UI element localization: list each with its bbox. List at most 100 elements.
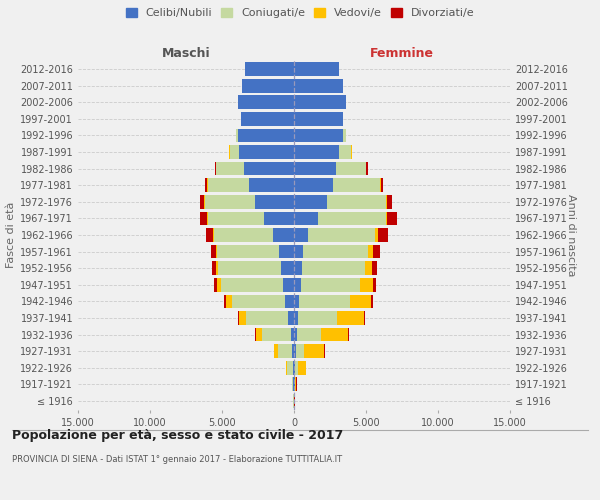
Bar	[238, 311, 239, 324]
Bar	[302, 262, 365, 275]
Bar	[278, 344, 292, 358]
Bar	[364, 311, 365, 324]
Bar	[242, 79, 294, 92]
Bar	[245, 62, 294, 76]
Bar	[381, 178, 383, 192]
Bar	[351, 146, 352, 159]
Bar	[294, 128, 343, 142]
Bar	[373, 245, 380, 258]
Bar	[387, 195, 392, 208]
Bar	[273, 228, 294, 242]
Bar	[365, 262, 372, 275]
Bar	[211, 245, 215, 258]
Bar	[205, 195, 255, 208]
Bar	[216, 262, 218, 275]
Bar	[244, 162, 294, 175]
Bar	[304, 344, 325, 358]
Bar	[212, 262, 216, 275]
Bar	[206, 228, 213, 242]
Bar	[281, 262, 294, 275]
Bar	[296, 344, 304, 358]
Bar	[213, 228, 214, 242]
Bar	[368, 245, 373, 258]
Bar	[262, 328, 290, 342]
Bar	[378, 228, 388, 242]
Bar	[226, 294, 232, 308]
Bar	[294, 178, 333, 192]
Bar	[295, 361, 298, 374]
Bar	[292, 378, 293, 391]
Bar	[304, 245, 368, 258]
Bar	[286, 361, 287, 374]
Bar	[294, 278, 301, 291]
Bar	[283, 278, 294, 291]
Bar	[298, 311, 337, 324]
Bar	[293, 361, 294, 374]
Bar	[215, 245, 217, 258]
Bar	[372, 262, 377, 275]
Bar	[359, 278, 373, 291]
Bar	[294, 262, 302, 275]
Bar	[294, 294, 299, 308]
Bar	[224, 294, 226, 308]
Bar	[343, 128, 346, 142]
Bar	[294, 79, 343, 92]
Bar	[221, 278, 283, 291]
Bar	[288, 311, 294, 324]
Bar	[214, 278, 217, 291]
Bar	[279, 245, 294, 258]
Bar	[336, 162, 366, 175]
Bar	[230, 146, 239, 159]
Bar	[216, 162, 244, 175]
Text: PROVINCIA DI SIENA - Dati ISTAT 1° gennaio 2017 - Elaborazione TUTTITALIA.IT: PROVINCIA DI SIENA - Dati ISTAT 1° genna…	[12, 455, 342, 464]
Bar	[319, 212, 386, 225]
Bar	[238, 128, 294, 142]
Bar	[246, 311, 288, 324]
Bar	[386, 212, 388, 225]
Bar	[388, 212, 397, 225]
Bar	[294, 146, 338, 159]
Bar	[386, 195, 387, 208]
Bar	[292, 344, 294, 358]
Bar	[241, 112, 294, 126]
Bar	[333, 178, 380, 192]
Bar	[205, 178, 208, 192]
Bar	[294, 162, 336, 175]
Bar	[350, 294, 371, 308]
Bar	[299, 294, 350, 308]
Bar	[376, 228, 378, 242]
Bar	[287, 361, 293, 374]
Bar	[296, 328, 321, 342]
Bar	[373, 278, 376, 291]
Bar	[239, 146, 294, 159]
Bar	[236, 128, 238, 142]
Bar	[217, 245, 279, 258]
Bar	[294, 212, 319, 225]
Bar	[294, 62, 338, 76]
Text: Maschi: Maschi	[161, 47, 211, 60]
Bar	[286, 294, 294, 308]
Bar	[294, 311, 298, 324]
Bar	[232, 294, 286, 308]
Bar	[208, 178, 250, 192]
Bar	[293, 378, 294, 391]
Bar	[294, 245, 304, 258]
Bar	[337, 311, 364, 324]
Bar	[366, 162, 368, 175]
Bar	[218, 262, 281, 275]
Bar	[274, 344, 278, 358]
Text: Femmine: Femmine	[370, 47, 434, 60]
Bar	[294, 228, 308, 242]
Bar	[294, 96, 346, 109]
Bar	[255, 195, 294, 208]
Legend: Celibi/Nubili, Coniugati/e, Vedovi/e, Divorziati/e: Celibi/Nubili, Coniugati/e, Vedovi/e, Di…	[125, 8, 475, 18]
Bar	[298, 361, 305, 374]
Bar	[327, 195, 386, 208]
Bar	[338, 146, 351, 159]
Bar	[200, 195, 205, 208]
Bar	[294, 361, 295, 374]
Bar	[229, 146, 230, 159]
Bar	[295, 378, 296, 391]
Bar	[208, 212, 264, 225]
Bar	[294, 378, 295, 391]
